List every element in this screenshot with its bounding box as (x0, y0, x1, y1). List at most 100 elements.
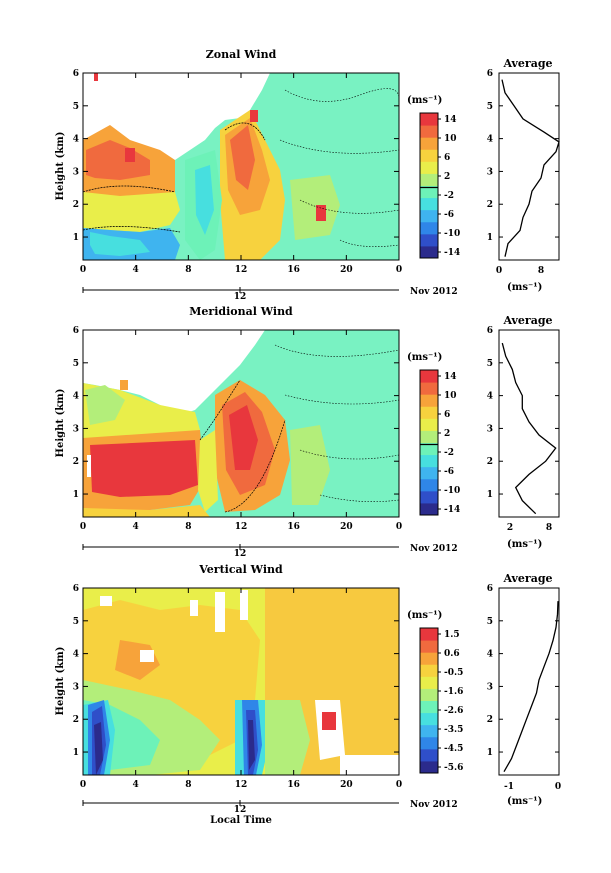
meridional-cbar-segment-6 (420, 430, 438, 443)
zonal-cbar-segment-11 (420, 113, 438, 126)
vertical-xtick-4: 16 (287, 780, 300, 790)
meridional-cbar-segment-8 (420, 406, 438, 419)
zonal-cbar-segment-0 (420, 245, 438, 259)
zonal-cbar-tick-3: 2 (444, 172, 450, 182)
zonal-average-panel: Average 1 2 3 4 5 6 0 8 (ms⁻¹) (487, 57, 560, 293)
vertical-avg-ytick-1: 2 (487, 715, 493, 725)
vertical-xtick-5: 20 (340, 780, 353, 790)
meridional-ytick-3: 4 (73, 392, 79, 402)
vertical-cbar-tick-3: -1.6 (444, 687, 463, 697)
meridional-avg-title: Average (502, 314, 552, 327)
zonal-cbar-segment-9 (420, 137, 438, 150)
meridional-ytick-4: 5 (73, 359, 79, 369)
zonal-avg-xtick-0: 0 (496, 266, 502, 276)
meridional-xtick-0: 0 (80, 522, 86, 532)
vertical-cbar-segment-11 (420, 628, 438, 641)
zonal-colorbar: (ms⁻¹) 14 10 6 2 -2 -6 -10 -14 (407, 95, 460, 259)
vertical-x-axis: 0 4 8 12 16 20 0 (80, 588, 402, 790)
meridional-cbar-segment-2 (420, 478, 438, 492)
meridional-x-axis: 0 4 8 12 16 20 0 (80, 330, 402, 532)
vertical-colorbar: (ms⁻¹) 1.5 0.6 -0.5 -1.6 -2.6 -3.5 -4.5 -5.6 (407, 610, 463, 774)
zonal-date-tick: 12 (234, 292, 247, 302)
meridional-average-profile (501, 342, 557, 515)
meridional-cbar-segment-1 (420, 490, 438, 504)
vertical-cbar-tick-2: -0.5 (444, 668, 463, 678)
zonal-cbar-segment-2 (420, 221, 438, 235)
zonal-ytick-5: 6 (73, 69, 79, 79)
vertical-cbar-tick-7: -5.6 (444, 763, 463, 773)
meridional-cbar-segment-3 (420, 466, 438, 480)
zonal-cbar-segment-6 (420, 173, 438, 186)
zonal-cbar-segment-1 (420, 233, 438, 247)
meridional-avg-xtick-0: 2 (507, 523, 513, 533)
meridional-date-label: Nov 2012 (410, 544, 458, 554)
zonal-date-axis: 12 Nov 2012 (82, 287, 458, 302)
zonal-avg-unit: (ms⁻¹) (507, 282, 542, 293)
zonal-ytick-0: 1 (73, 233, 79, 243)
vertical-avg-xtick-1: 0 (555, 782, 561, 792)
vertical-ytick-0: 1 (73, 748, 79, 758)
meridional-avg-ytick-3: 4 (487, 392, 493, 402)
vertical-ytick-5: 6 (73, 584, 79, 594)
zonal-avg-ytick-3: 4 (487, 135, 493, 145)
vertical-ytick-3: 4 (73, 650, 79, 660)
meridional-cbar-segment-7 (420, 418, 438, 431)
zonal-cbar-tick-1: 10 (444, 134, 457, 144)
vertical-cbar-tick-6: -4.5 (444, 744, 463, 754)
zonal-cbar-segment-3 (420, 209, 438, 223)
vertical-cbar-segment-6 (420, 688, 438, 701)
zonal-average-profile (501, 79, 560, 257)
meridional-ylabel: Height (km) (55, 389, 66, 458)
meridional-cbar-segment-10 (420, 382, 438, 395)
vertical-ytick-1: 2 (73, 715, 79, 725)
vertical-avg-xtick-0: -1 (504, 782, 514, 792)
zonal-avg-title: Average (502, 57, 552, 70)
vertical-cbar-segment-7 (420, 676, 438, 689)
zonal-cbar-tick-6: -10 (444, 229, 460, 239)
zonal-cbar-tick-7: -14 (444, 248, 460, 258)
vertical-xtick-1: 4 (133, 780, 139, 790)
zonal-ytick-2: 3 (73, 167, 79, 177)
vertical-xtick-0: 0 (80, 780, 86, 790)
vertical-cbar-segment-4 (420, 712, 438, 726)
zonal-x-axis: 0 4 8 12 16 20 0 (80, 73, 402, 275)
meridional-xtick-4: 16 (287, 522, 300, 532)
meridional-cbar-segment-11 (420, 370, 438, 383)
zonal-ytick-4: 5 (73, 102, 79, 112)
vertical-xlabel: Local Time (210, 815, 272, 826)
zonal-y-axis: Height (km) 1 2 3 4 5 6 (55, 69, 399, 243)
vertical-panel: Vertical Wind (55, 563, 561, 826)
meridional-cbar-tick-6: -10 (444, 486, 460, 496)
vertical-avg-title: Average (502, 572, 552, 585)
vertical-avg-unit: (ms⁻¹) (507, 796, 542, 807)
zonal-xtick-1: 4 (133, 265, 139, 275)
meridional-cbar-tick-5: -6 (444, 467, 454, 477)
zonal-heatmap (83, 73, 399, 260)
meridional-cbar-unit: (ms⁻¹) (407, 352, 442, 363)
meridional-title: Meridional Wind (189, 305, 293, 318)
vertical-cbar-segment-0 (420, 760, 438, 774)
vertical-average-panel: Average 1 2 3 4 5 6 -1 0 (ms⁻¹) (487, 572, 561, 807)
meridional-cbar-tick-2: 6 (444, 410, 450, 420)
vertical-cbar-segment-10 (420, 640, 438, 653)
zonal-avg-ytick-4: 5 (487, 102, 493, 112)
meridional-avg-ytick-5: 6 (487, 326, 493, 336)
vertical-date-tick: 12 (234, 805, 247, 815)
vertical-cbar-tick-4: -2.6 (444, 706, 463, 716)
vertical-date-label: Nov 2012 (410, 800, 458, 810)
vertical-avg-ytick-2: 3 (487, 682, 493, 692)
vertical-cbar-segment-2 (420, 736, 438, 750)
meridional-xtick-5: 20 (340, 522, 353, 532)
zonal-avg-ytick-2: 3 (487, 167, 493, 177)
meridional-xtick-6: 0 (396, 522, 402, 532)
vertical-cbar-tick-0: 1.5 (444, 630, 460, 640)
meridional-date-axis: 12 Nov 2012 (82, 544, 458, 559)
zonal-xtick-3: 12 (235, 265, 248, 275)
zonal-cbar-tick-2: 6 (444, 153, 450, 163)
zonal-cbar-segment-7 (420, 161, 438, 174)
meridional-ytick-2: 3 (73, 424, 79, 434)
zonal-xtick-2: 8 (185, 265, 191, 275)
meridional-cbar-tick-1: 10 (444, 391, 457, 401)
